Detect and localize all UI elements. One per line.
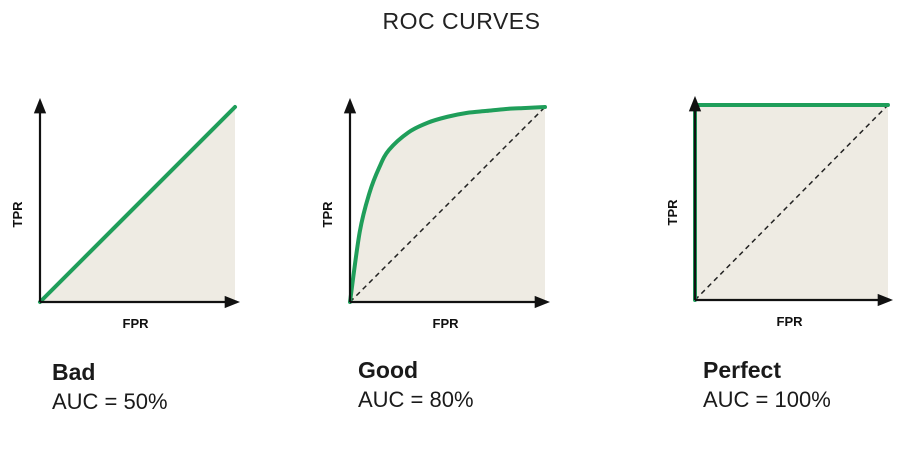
y-axis-label-bad: TPR (10, 201, 25, 228)
x-axis-label-perfect: FPR (777, 314, 804, 329)
chart-name-bad: Bad (52, 359, 96, 385)
x-axis-label-good: FPR (433, 316, 460, 331)
caption-perfect: Perfect AUC = 100% (703, 356, 831, 414)
page-title: ROC CURVES (382, 8, 541, 34)
roc-curve-good (348, 105, 547, 304)
chart-name-perfect: Perfect (703, 357, 781, 383)
diagonal-line-perfect (694, 104, 889, 301)
auc-label-good: AUC = 80% (358, 386, 474, 412)
auc-label-bad: AUC = 50% (52, 388, 168, 414)
diagonal-line-good (349, 106, 546, 303)
roc-curve-bad (38, 105, 237, 304)
y-axis-label-perfect: TPR (665, 199, 680, 226)
caption-good: Good AUC = 80% (358, 356, 474, 414)
auc-label-perfect: AUC = 100% (703, 386, 831, 412)
y-axis-label-good: TPR (320, 201, 335, 228)
x-axis-label-bad: FPR (123, 316, 150, 331)
chart-name-good: Good (358, 357, 419, 383)
caption-bad: Bad AUC = 50% (52, 358, 168, 416)
